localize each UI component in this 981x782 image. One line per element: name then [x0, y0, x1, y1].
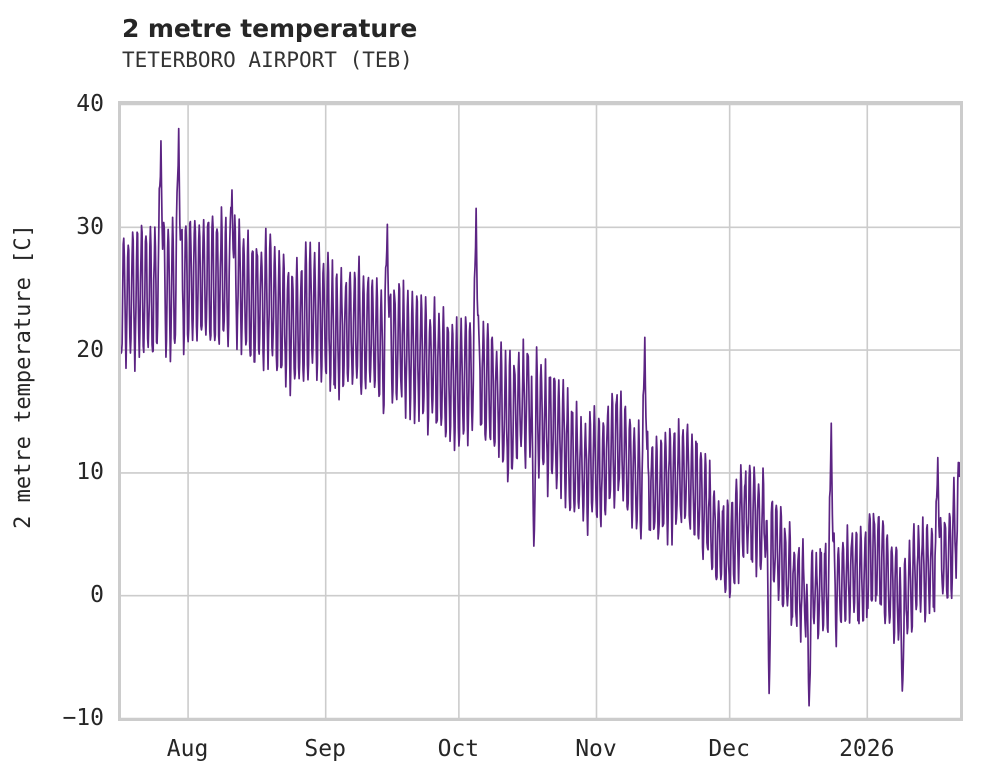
page-title: 2 metre temperature: [122, 14, 418, 43]
x-axis-tick-label: 2026: [839, 736, 895, 762]
y-axis-tick-label: 30: [76, 213, 104, 240]
y-axis-tick-labels: 40 30 20 10 0 −10: [0, 0, 104, 782]
chart-subtitle: TETERBORO AIRPORT (TEB): [122, 48, 413, 72]
x-axis-tick-label: Nov: [575, 736, 617, 762]
y-axis-tick-label: −10: [62, 705, 104, 731]
x-axis-tick-label: Aug: [166, 736, 209, 762]
y-axis-tick-label: 20: [76, 336, 104, 363]
plot-svg: [121, 104, 960, 718]
x-axis-tick-label: Sep: [304, 736, 346, 762]
y-axis-tick-label: 40: [76, 91, 104, 117]
gridlines: [121, 104, 960, 718]
x-axis-tick-label: Oct: [437, 736, 480, 762]
plot-area: [118, 101, 963, 721]
series-layer: [121, 127, 960, 707]
y-axis-tick-label: 0: [90, 582, 104, 609]
title-block: 2 metre temperature TETERBORO AIRPORT (T…: [122, 14, 822, 74]
x-axis-tick-label: Dec: [708, 736, 750, 762]
temperature-series-line: [121, 127, 960, 707]
y-axis-tick-label: 10: [76, 459, 104, 486]
